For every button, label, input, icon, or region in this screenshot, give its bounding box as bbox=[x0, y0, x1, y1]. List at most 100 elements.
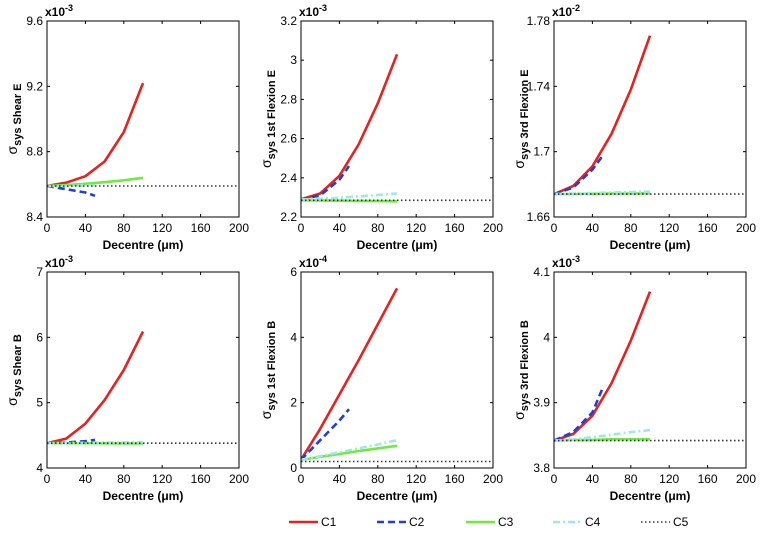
y-tick-label: 4 bbox=[36, 461, 43, 475]
y-exponent-label: x10-2 bbox=[552, 3, 580, 19]
series-group bbox=[301, 287, 493, 463]
x-tick-label: 200 bbox=[736, 472, 756, 486]
x-tick-label: 40 bbox=[586, 472, 600, 486]
x-tick-label: 160 bbox=[445, 472, 465, 486]
x-tick-label: 0 bbox=[298, 472, 305, 486]
y-tick-label: 3.9 bbox=[533, 396, 550, 410]
x-tick-label: 80 bbox=[624, 221, 638, 235]
y-tick-label: 1.7 bbox=[533, 145, 550, 159]
series-group bbox=[47, 330, 239, 445]
y-tick-label: 2.4 bbox=[280, 171, 297, 185]
legend-label-c4: C4 bbox=[585, 515, 601, 529]
y-axis-label: σsys Shear B bbox=[4, 334, 24, 406]
x-tick-label: 200 bbox=[483, 472, 503, 486]
y-tick-label: 3.8 bbox=[533, 461, 550, 475]
series-c4 bbox=[554, 428, 651, 442]
x-axis-label: Decentre (μm) bbox=[103, 238, 184, 252]
x-tick-label: 80 bbox=[371, 221, 385, 235]
axes-box bbox=[46, 271, 240, 469]
x-tick-label: 40 bbox=[79, 472, 93, 486]
x-tick-label: 160 bbox=[191, 472, 211, 486]
legend-label-c2: C2 bbox=[409, 515, 425, 529]
series-group bbox=[554, 35, 746, 196]
x-tick-label: 0 bbox=[44, 472, 51, 486]
y-tick-label: 1.74 bbox=[527, 79, 551, 93]
y-axis-label: σsys 1st Flexion B bbox=[258, 321, 278, 420]
y-axis-label: σsys 3rd Flexion E bbox=[511, 69, 531, 168]
x-tick-label: 160 bbox=[698, 472, 718, 486]
x-axis-label: Decentre (μm) bbox=[103, 489, 184, 503]
series-c4 bbox=[301, 438, 398, 462]
x-tick-label: 0 bbox=[44, 221, 51, 235]
series-c1 bbox=[301, 287, 399, 461]
legend: C1 C2 C3 C4 C5 bbox=[289, 515, 689, 529]
y-axis-label: σsys 3rd Flexion B bbox=[511, 320, 531, 420]
x-tick-label: 200 bbox=[229, 221, 249, 235]
x-tick-label: 120 bbox=[659, 221, 679, 235]
series-c2 bbox=[554, 155, 604, 196]
y-exponent-label: x10-4 bbox=[299, 254, 327, 270]
x-tick-label: 40 bbox=[333, 472, 347, 486]
series-c1 bbox=[301, 53, 399, 201]
x-axis-label: Decentre (μm) bbox=[610, 489, 691, 503]
x-tick-label: 80 bbox=[117, 221, 131, 235]
series-c2 bbox=[47, 438, 96, 445]
x-tick-label: 200 bbox=[483, 221, 503, 235]
x-tick-label: 0 bbox=[551, 472, 558, 486]
x-tick-label: 160 bbox=[698, 221, 718, 235]
x-tick-label: 120 bbox=[406, 221, 426, 235]
series-c3 bbox=[301, 444, 398, 462]
x-tick-label: 40 bbox=[333, 221, 347, 235]
axes-box bbox=[553, 20, 747, 218]
axes-box bbox=[300, 20, 494, 218]
y-tick-label: 8.4 bbox=[26, 210, 43, 224]
y-tick-label: 9.2 bbox=[26, 79, 43, 93]
y-tick-label: 9.6 bbox=[26, 14, 43, 28]
series-c2 bbox=[47, 184, 96, 198]
series-c4 bbox=[301, 192, 398, 201]
x-tick-label: 160 bbox=[445, 221, 465, 235]
legend-label-c3: C3 bbox=[498, 515, 514, 529]
y-exponent-label: x10-3 bbox=[299, 3, 327, 19]
y-tick-label: 6 bbox=[290, 265, 297, 279]
y-tick-label: 3.2 bbox=[280, 14, 297, 28]
y-tick-label: 5 bbox=[36, 396, 43, 410]
y-tick-label: 4 bbox=[543, 330, 550, 344]
x-tick-label: 80 bbox=[371, 472, 385, 486]
axes-box bbox=[46, 20, 240, 218]
series-c1 bbox=[47, 82, 145, 188]
legend-label-c5: C5 bbox=[673, 515, 689, 529]
x-tick-label: 80 bbox=[624, 472, 638, 486]
x-tick-label: 80 bbox=[117, 472, 131, 486]
y-tick-label: 1.78 bbox=[527, 14, 551, 28]
x-tick-label: 120 bbox=[152, 472, 172, 486]
x-tick-label: 120 bbox=[406, 472, 426, 486]
axes-box bbox=[300, 271, 494, 469]
y-tick-label: 6 bbox=[36, 330, 43, 344]
series-c1 bbox=[554, 291, 652, 442]
x-tick-label: 200 bbox=[736, 221, 756, 235]
x-axis-label: Decentre (μm) bbox=[357, 238, 438, 252]
x-tick-label: 0 bbox=[298, 221, 305, 235]
y-exponent-label: x10-3 bbox=[45, 254, 73, 270]
x-tick-label: 200 bbox=[229, 472, 249, 486]
series-c2 bbox=[301, 408, 350, 461]
y-tick-label: 2.6 bbox=[280, 132, 297, 146]
x-axis-label: Decentre (μm) bbox=[357, 489, 438, 503]
series-c1 bbox=[47, 330, 145, 445]
x-axis-label: Decentre (μm) bbox=[610, 238, 691, 252]
y-tick-label: 4.1 bbox=[533, 265, 550, 279]
y-axis-label: σsys 1st Flexion E bbox=[258, 70, 278, 168]
y-exponent-label: x10-3 bbox=[552, 254, 580, 270]
x-tick-label: 40 bbox=[79, 221, 93, 235]
series-group bbox=[301, 53, 493, 203]
series-group bbox=[554, 291, 746, 442]
y-tick-label: 3 bbox=[290, 53, 297, 67]
y-tick-label: 2.2 bbox=[280, 210, 297, 224]
